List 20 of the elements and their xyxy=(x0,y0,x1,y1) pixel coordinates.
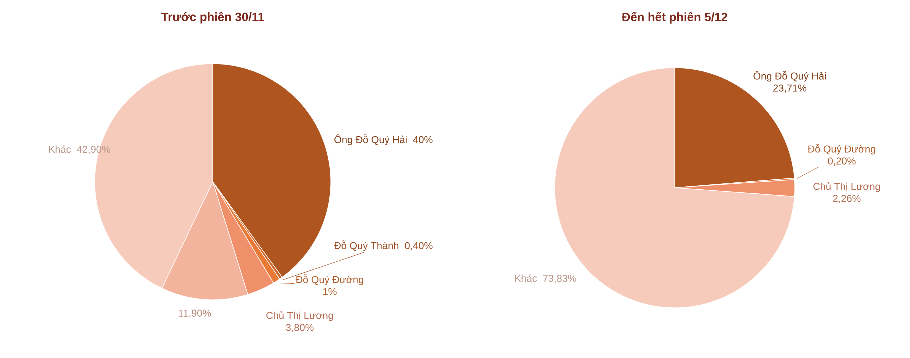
slice-label: Khác xyxy=(515,274,538,282)
data-label: 23,71% xyxy=(774,84,807,94)
data-label: 0,20% xyxy=(828,158,856,166)
slice-label: Chủ Thị Lương xyxy=(266,312,334,322)
chart-title: Trước phiên 30/11 xyxy=(162,12,264,24)
slice-label: Đỗ Quý Đường xyxy=(808,144,876,155)
data-label: 0,40% xyxy=(405,242,433,251)
data-label: 3,80% xyxy=(286,324,314,332)
slice-label: Đỗ Quý Thành xyxy=(334,240,399,252)
chart-title: Đến hết phiên 5/12 xyxy=(622,12,728,24)
slice-label: Chủ Thị Lương xyxy=(814,182,880,192)
data-label: 1% xyxy=(324,288,337,296)
data-label: 11,90% xyxy=(179,310,212,318)
slice-label: Ông Đỗ Quý Hải xyxy=(334,134,407,146)
slice-label: Đỗ Quý Đường xyxy=(296,274,364,286)
slice-label: Ông Đỗ Quý Hải xyxy=(754,70,826,82)
data-label: 40% xyxy=(413,136,433,144)
slice-label: Khác xyxy=(49,146,72,154)
data-label: 2,26% xyxy=(833,195,861,204)
data-label: 73,83% xyxy=(543,275,576,284)
